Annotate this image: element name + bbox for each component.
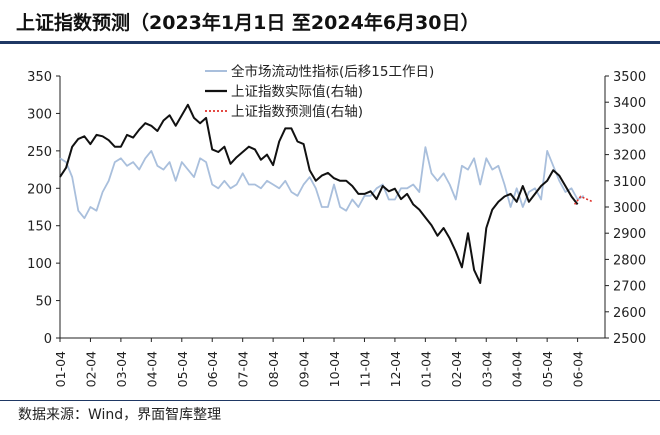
y-axis-left: 0 50 100 150 200 250 300 350 [27, 70, 60, 347]
x-tick-label: 08-04 [266, 351, 281, 387]
x-tick-label: 06-04 [205, 351, 220, 387]
y-right-tick-label: 3100 [613, 175, 646, 190]
x-tick-label: 04-04 [510, 351, 525, 387]
y-left-tick-label: 100 [27, 257, 52, 272]
legend: 全市场流动性指标(后移15工作日) 上证指数实际值(右轴) 上证指数预测值(右轴) [205, 63, 434, 120]
x-tick-label: 04-04 [144, 351, 159, 387]
x-tick-label: 03-04 [114, 351, 129, 387]
x-tick-label: 01-04 [53, 351, 68, 387]
y-right-tick-label: 2700 [613, 280, 646, 295]
y-right-tick-label: 3500 [613, 70, 646, 85]
y-right-tick-label: 3300 [613, 122, 646, 137]
x-tick-label: 07-04 [236, 351, 251, 387]
y-left-tick-label: 0 [44, 332, 52, 347]
x-tick-label: 10-04 [327, 351, 342, 387]
y-left-tick-label: 200 [27, 182, 52, 197]
x-tick-label: 02-04 [449, 351, 464, 387]
x-tick-label: 11-04 [357, 351, 372, 387]
y-right-tick-label: 3200 [613, 149, 646, 164]
y-right-tick-label: 2800 [613, 253, 646, 268]
y-right-tick-label: 2900 [613, 227, 646, 242]
x-tick-label: 01-04 [418, 351, 433, 387]
legend-label-1: 上证指数实际值(右轴) [231, 84, 363, 100]
chart-title: 上证指数预测（2023年1月1日 至2024年6月30日） [16, 12, 480, 34]
source-note: 数据来源：Wind，界面智库整理 [18, 407, 222, 423]
y-left-tick-label: 350 [27, 70, 52, 85]
y-right-tick-label: 3000 [613, 201, 646, 216]
y-left-tick-label: 300 [27, 107, 52, 122]
x-tick-label: 03-04 [479, 351, 494, 387]
y-right-tick-label: 2500 [613, 332, 646, 347]
legend-label-0: 全市场流动性指标(后移15工作日) [231, 63, 434, 80]
title-bar: 上证指数预测（2023年1月1日 至2024年6月30日） [0, 0, 660, 44]
y-left-tick-label: 50 [35, 295, 52, 310]
x-tick-label: 06-04 [571, 351, 586, 387]
bottom-rule [0, 400, 660, 401]
series-line-1 [59, 103, 579, 284]
y-left-tick-label: 250 [27, 145, 52, 160]
x-tick-label: 05-04 [540, 351, 555, 387]
y-right-tick-label: 3400 [613, 96, 646, 111]
x-tick-label: 05-04 [175, 351, 190, 387]
legend-label-2: 上证指数预测值(右轴) [231, 104, 363, 120]
series-layer [59, 103, 594, 284]
series-line-0 [59, 146, 585, 220]
y-left-tick-label: 150 [27, 220, 52, 235]
x-axis: 01-04 02-04 03-04 04-04 05-04 06-04 07-04 08-04… [53, 338, 586, 387]
y-axis-right: 2500 2600 2700 2800 2900 3000 3100 3200 3300 3400… [605, 70, 646, 347]
x-tick-label: 02-04 [83, 351, 98, 387]
y-right-tick-label: 2600 [613, 306, 646, 321]
x-tick-label: 12-04 [388, 351, 403, 387]
chart-svg: 0 50 100 150 200 250 300 350 2500 2600 2700 2800 29… [27, 63, 646, 387]
series-line-2 [573, 195, 594, 205]
x-tick-label: 09-04 [297, 351, 312, 387]
